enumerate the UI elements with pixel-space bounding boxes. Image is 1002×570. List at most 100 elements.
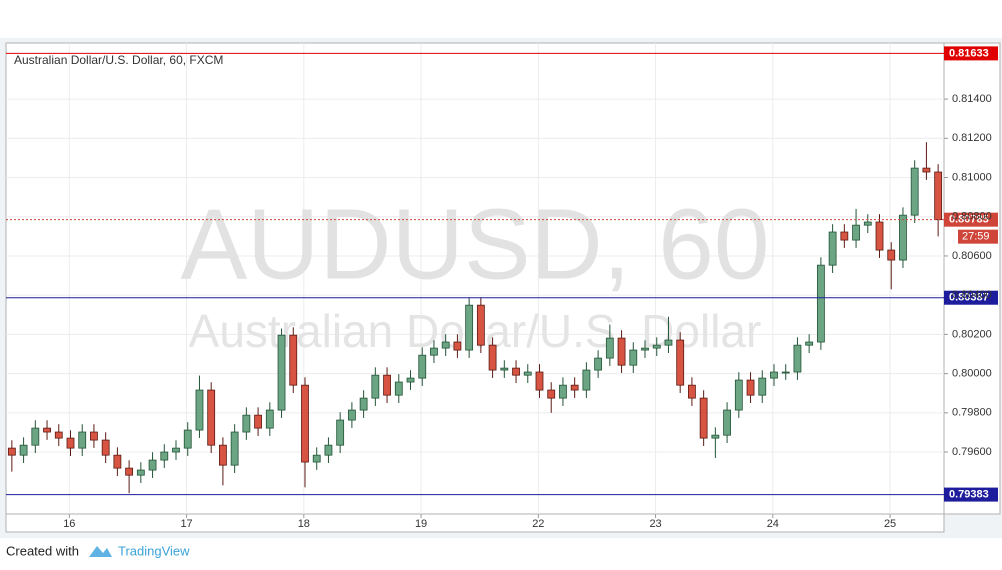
candle-body — [136, 469, 145, 476]
y-tick-label: 0.79600 — [952, 446, 992, 458]
footer-brand[interactable]: TradingView — [118, 543, 190, 558]
candle-body — [265, 409, 274, 429]
x-tick-label: 22 — [532, 518, 544, 530]
candle-body — [711, 434, 720, 439]
x-tick-label: 18 — [298, 518, 310, 530]
candle-body — [43, 427, 51, 433]
candle-body — [535, 371, 544, 391]
candle-body — [394, 381, 403, 396]
candle-body — [629, 349, 638, 366]
candle-body — [594, 357, 603, 371]
candle-body — [312, 454, 321, 463]
candle-body — [641, 347, 649, 351]
candle-body — [734, 379, 743, 411]
candle-body — [19, 444, 28, 456]
plot-area — [5, 42, 945, 515]
time-axis — [5, 513, 945, 533]
watermark-name: Australian Dollar/U.S. Dollar — [189, 305, 762, 357]
candle-body — [7, 447, 16, 456]
x-tick-label: 17 — [180, 518, 192, 530]
y-tick-label: 0.81400 — [952, 93, 992, 105]
candle-body — [840, 231, 849, 241]
candle-body — [125, 467, 134, 476]
candle-body — [828, 231, 837, 266]
candle-body — [383, 374, 391, 396]
candle-body — [430, 347, 438, 356]
candle-body — [148, 459, 157, 471]
y-tick-label: 0.80200 — [952, 328, 992, 340]
top-bar — [0, 0, 1002, 38]
candle-body — [301, 384, 309, 463]
candle-body — [699, 397, 708, 439]
candle-body — [101, 439, 110, 456]
candle-body — [664, 339, 673, 346]
candle-body — [476, 304, 485, 346]
candle-body — [512, 367, 520, 376]
candle-body — [172, 447, 180, 453]
y-tick-label: 0.80400 — [952, 289, 992, 301]
x-tick-label: 25 — [884, 518, 896, 530]
price-label-box — [944, 46, 998, 61]
candle-body — [289, 334, 298, 386]
y-tick-label: 0.80800 — [952, 211, 992, 223]
candle-body — [688, 384, 696, 399]
candle-body — [219, 444, 227, 466]
candle-body — [910, 167, 919, 216]
candle-body — [183, 429, 192, 449]
price-label: 0.80785 — [949, 214, 989, 226]
y-tick-label: 0.79800 — [952, 407, 992, 419]
chart-title: Australian Dollar/U.S. Dollar, 60, FXCM — [14, 53, 223, 67]
candle-body — [652, 344, 661, 349]
candle-body — [816, 264, 825, 343]
candle-body — [500, 367, 509, 371]
candle-body — [371, 374, 380, 399]
candle-body — [934, 171, 943, 221]
candle-body — [31, 427, 40, 446]
price-label-box — [944, 212, 998, 227]
price-lines: 0.81633 0.80785 27:59 0.80387 0.79383 — [6, 46, 998, 502]
price-label-box — [944, 290, 998, 305]
candle-body — [758, 377, 767, 396]
candle-body — [418, 354, 427, 379]
candle-body — [523, 371, 532, 376]
candle-body — [453, 341, 462, 351]
candle-body — [254, 414, 262, 429]
candle-body — [863, 221, 872, 226]
candles — [7, 142, 943, 494]
candle-body — [582, 369, 591, 391]
x-tick-label: 23 — [649, 518, 661, 530]
y-tick-label: 0.80000 — [952, 368, 992, 380]
candle-body — [160, 451, 169, 461]
price-axis — [943, 42, 1001, 515]
y-tick-label: 0.81000 — [952, 171, 992, 183]
candle-body — [195, 389, 204, 431]
candle-body — [113, 454, 122, 469]
x-tick-label: 19 — [415, 518, 427, 530]
price-label-box — [944, 487, 998, 502]
candle-body — [875, 221, 884, 251]
candle-body — [899, 214, 907, 261]
candle-body — [723, 409, 731, 436]
candle-body — [805, 341, 814, 346]
candle-body — [347, 409, 356, 421]
y-tick-label: 0.80600 — [952, 250, 992, 262]
price-label: 0.80387 — [949, 292, 989, 304]
candle-body — [324, 444, 333, 456]
y-tick-label: 0.81200 — [952, 132, 992, 144]
candle-body — [230, 431, 239, 466]
candle-body — [922, 167, 931, 173]
candle-body — [547, 389, 556, 399]
candle-body — [78, 431, 87, 449]
price-label: 0.79383 — [949, 488, 989, 500]
candle-body — [336, 419, 345, 446]
candle-body — [359, 397, 368, 411]
candle-body — [66, 437, 75, 449]
candle-body — [559, 384, 567, 399]
candle-body — [465, 304, 474, 351]
price-label: 0.81633 — [949, 47, 989, 59]
candle-body — [617, 337, 626, 366]
x-tick-label: 16 — [63, 518, 75, 530]
candle-body — [406, 377, 415, 383]
candle-body — [441, 341, 450, 349]
